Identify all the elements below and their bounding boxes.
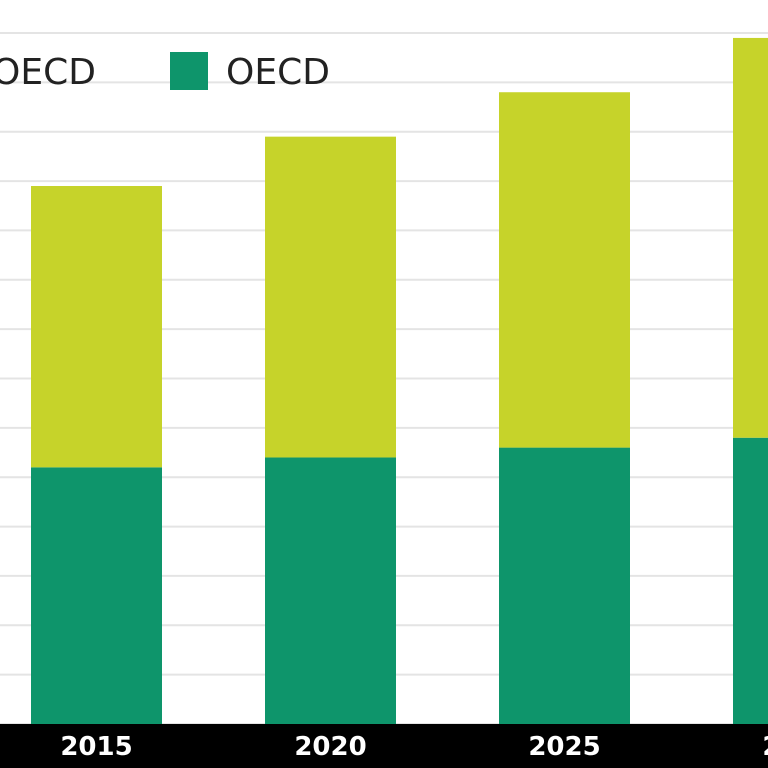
x-tick-label: 2025 <box>528 732 600 762</box>
legend-swatch-oecd <box>170 52 208 90</box>
x-tick-label: 2020 <box>294 732 366 762</box>
x-axis-band <box>0 724 768 768</box>
x-axis-ticks: 2015 2020 2025 2030 <box>60 732 768 762</box>
legend-label-oecd: OECD <box>226 52 330 93</box>
bar-2025-non-oecd <box>499 92 630 448</box>
x-tick-label: 2015 <box>60 732 132 762</box>
bar-2015-non-oecd <box>31 186 162 468</box>
bar-2030-non-oecd <box>733 37 768 438</box>
x-tick-label: 2030 <box>762 732 768 762</box>
legend-label-non-oecd: OECD <box>0 52 96 93</box>
bar-2020-oecd <box>265 457 396 724</box>
bars <box>31 37 768 724</box>
legend: OECD OECD <box>0 52 330 93</box>
bar-2015-oecd <box>31 467 162 724</box>
bar-2020-non-oecd <box>265 136 396 458</box>
bar-2025-oecd <box>499 447 630 724</box>
bar-2030-oecd <box>733 437 768 724</box>
